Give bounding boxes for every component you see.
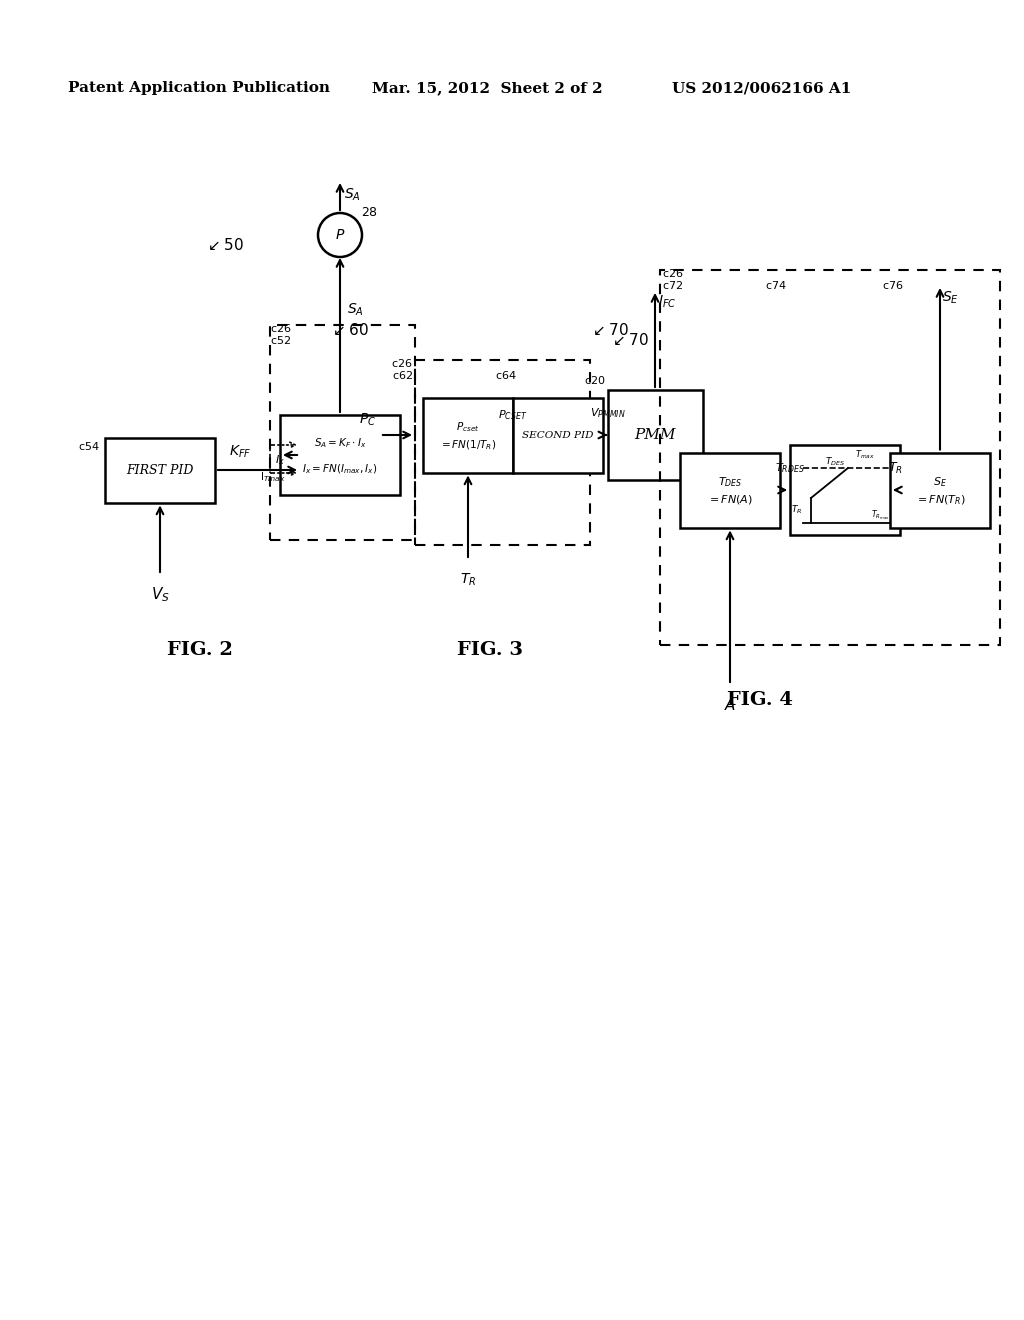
Text: $\mathsf{c}74$: $\mathsf{c}74$ — [765, 279, 786, 290]
Bar — [660, 271, 1000, 645]
Text: $S_E$: $S_E$ — [941, 290, 958, 306]
Text: $= FN(T_R)$: $= FN(T_R)$ — [914, 494, 966, 507]
Text: $T_R$: $T_R$ — [460, 572, 476, 589]
Bar — [680, 453, 780, 528]
Text: $P_{cset}$: $P_{cset}$ — [457, 420, 480, 434]
Bar — [790, 445, 900, 535]
Text: $S_A = K_F \cdot I_x$: $S_A = K_F \cdot I_x$ — [313, 436, 367, 450]
Text: $I_x$: $I_x$ — [275, 453, 285, 467]
Text: $V_S$: $V_S$ — [151, 586, 169, 605]
Text: $I_{FC}$: $I_{FC}$ — [657, 294, 676, 310]
Text: $T_{DES}$: $T_{DES}$ — [825, 455, 845, 469]
Text: $\mathsf{c}26$: $\mathsf{c}26$ — [391, 356, 413, 370]
Text: $T_{DES}$: $T_{DES}$ — [718, 475, 742, 488]
Text: $\mathsf{c}54$: $\mathsf{c}54$ — [79, 440, 100, 451]
Text: PMM: PMM — [634, 428, 676, 442]
Bar — [415, 360, 590, 545]
Text: $\mathsf{I}_{Tmax}$: $\mathsf{I}_{Tmax}$ — [259, 470, 285, 484]
Text: $\swarrow 70$: $\swarrow 70$ — [591, 322, 630, 338]
Text: SECOND PID: SECOND PID — [522, 430, 594, 440]
Text: $P_C$: $P_C$ — [359, 412, 377, 428]
Text: $\swarrow 60$: $\swarrow 60$ — [331, 322, 370, 338]
Text: Patent Application Publication: Patent Application Publication — [68, 81, 330, 95]
Text: $T_R$: $T_R$ — [792, 504, 803, 516]
Bar — [270, 325, 415, 540]
Text: $\swarrow 70$: $\swarrow 70$ — [610, 333, 649, 348]
Text: $= FN(1/T_R)$: $= FN(1/T_R)$ — [439, 438, 497, 451]
Text: FIG. 2: FIG. 2 — [167, 642, 232, 659]
Text: US 2012/0062166 A1: US 2012/0062166 A1 — [672, 81, 851, 95]
Bar — [607, 389, 702, 480]
Text: $T_{RDES}$: $T_{RDES}$ — [775, 461, 805, 475]
Bar — [105, 437, 215, 503]
Bar — [423, 397, 513, 473]
Text: $\mathsf{c}52$: $\mathsf{c}52$ — [270, 334, 291, 346]
Text: $28$: $28$ — [361, 206, 379, 219]
Text: $= FN(A)$: $= FN(A)$ — [708, 494, 753, 507]
Bar — [280, 414, 400, 495]
Text: $T_R$: $T_R$ — [888, 461, 902, 475]
Text: $V_{PMMIN}$: $V_{PMMIN}$ — [590, 407, 626, 420]
Text: $S_A$: $S_A$ — [344, 187, 360, 203]
Text: $S_E$: $S_E$ — [933, 475, 947, 488]
Text: Mar. 15, 2012  Sheet 2 of 2: Mar. 15, 2012 Sheet 2 of 2 — [372, 81, 603, 95]
Text: $S_A$: $S_A$ — [346, 302, 364, 318]
Text: $\mathsf{c}20$: $\mathsf{c}20$ — [584, 374, 605, 385]
Text: $P$: $P$ — [335, 228, 345, 242]
Text: $\mathsf{c}26$: $\mathsf{c}26$ — [662, 267, 683, 279]
Text: $\mathsf{c}64$: $\mathsf{c}64$ — [495, 370, 517, 381]
Text: $I_x = FN(I_{max}, I_x)$: $I_x = FN(I_{max}, I_x)$ — [302, 462, 378, 475]
Text: FIG. 3: FIG. 3 — [457, 642, 523, 659]
Text: $T_{R_{max}}$: $T_{R_{max}}$ — [870, 508, 889, 521]
Text: $T_{max}$: $T_{max}$ — [855, 449, 874, 461]
Bar — [513, 397, 603, 473]
Text: $\swarrow 50$: $\swarrow 50$ — [206, 238, 245, 253]
Text: $K_{FF}$: $K_{FF}$ — [228, 444, 251, 461]
Bar — [890, 453, 990, 528]
Text: $\mathsf{c}72$: $\mathsf{c}72$ — [662, 279, 683, 290]
Text: $\mathsf{c}62$: $\mathsf{c}62$ — [392, 370, 413, 381]
Text: $P_{CSET}$: $P_{CSET}$ — [499, 408, 527, 422]
Text: $\mathsf{c}76$: $\mathsf{c}76$ — [882, 279, 903, 290]
Text: $\mathsf{c}26$: $\mathsf{c}26$ — [270, 322, 292, 334]
Text: FIG. 4: FIG. 4 — [727, 690, 793, 709]
Text: FIRST PID: FIRST PID — [126, 463, 194, 477]
Text: $A$: $A$ — [724, 697, 736, 713]
